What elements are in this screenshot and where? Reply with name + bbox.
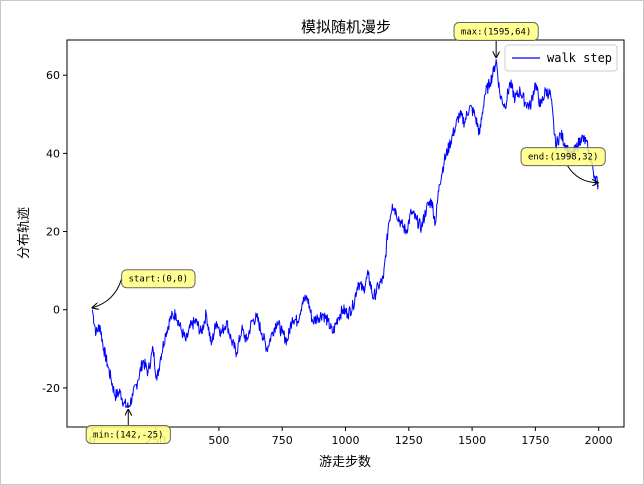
- legend: walk step: [504, 44, 618, 72]
- chart-title: 模拟随机漫步: [301, 18, 391, 36]
- annotation-layer: start:(0,0) max:(1595,64) min:(142,-25) end…: [85, 22, 606, 444]
- annotation-label: max:(1595,64): [461, 28, 531, 38]
- x-tick-label: 500: [208, 434, 229, 447]
- annotation-label: start:(0,0): [129, 275, 189, 285]
- y-tick-label: 20: [46, 226, 60, 239]
- y-axis-label: 分布轨迹: [17, 207, 32, 259]
- x-tick-label: 1000: [332, 434, 360, 447]
- annotation-box: [453, 22, 539, 42]
- annotation-arrow: [92, 278, 123, 308]
- axes-frame: [66, 39, 625, 428]
- annotation-box: [121, 269, 196, 289]
- series-layer: [91, 59, 599, 408]
- y-tick-label: 60: [46, 69, 60, 82]
- annotation-label: min:(142,-25): [93, 430, 163, 440]
- annotation-arrow: [566, 165, 598, 183]
- legend-label-walk-step: walk step: [547, 51, 612, 65]
- legend-box: [504, 44, 618, 72]
- annotation-label: end:(1998,32): [528, 153, 598, 163]
- x-tick-label: 2000: [585, 434, 613, 447]
- plot-area: [66, 39, 625, 428]
- annotation-box: [85, 424, 171, 444]
- x-tick-label: 1500: [458, 434, 486, 447]
- x-tick-label: 750: [272, 434, 293, 447]
- y-axis-ticks: -20 0 20 40 60: [42, 69, 67, 395]
- y-tick-label: 40: [46, 147, 60, 160]
- y-tick-label: 0: [53, 304, 60, 317]
- x-axis-ticks: 025050075010001250150017502000: [89, 427, 613, 447]
- annotation-box: [520, 147, 606, 167]
- x-tick-label: 1250: [395, 434, 423, 447]
- series-line-walk-step: [91, 59, 599, 408]
- x-axis-label: 游走步数: [319, 455, 371, 470]
- x-tick-label: 1750: [521, 434, 549, 447]
- y-tick-label: -20: [42, 382, 60, 395]
